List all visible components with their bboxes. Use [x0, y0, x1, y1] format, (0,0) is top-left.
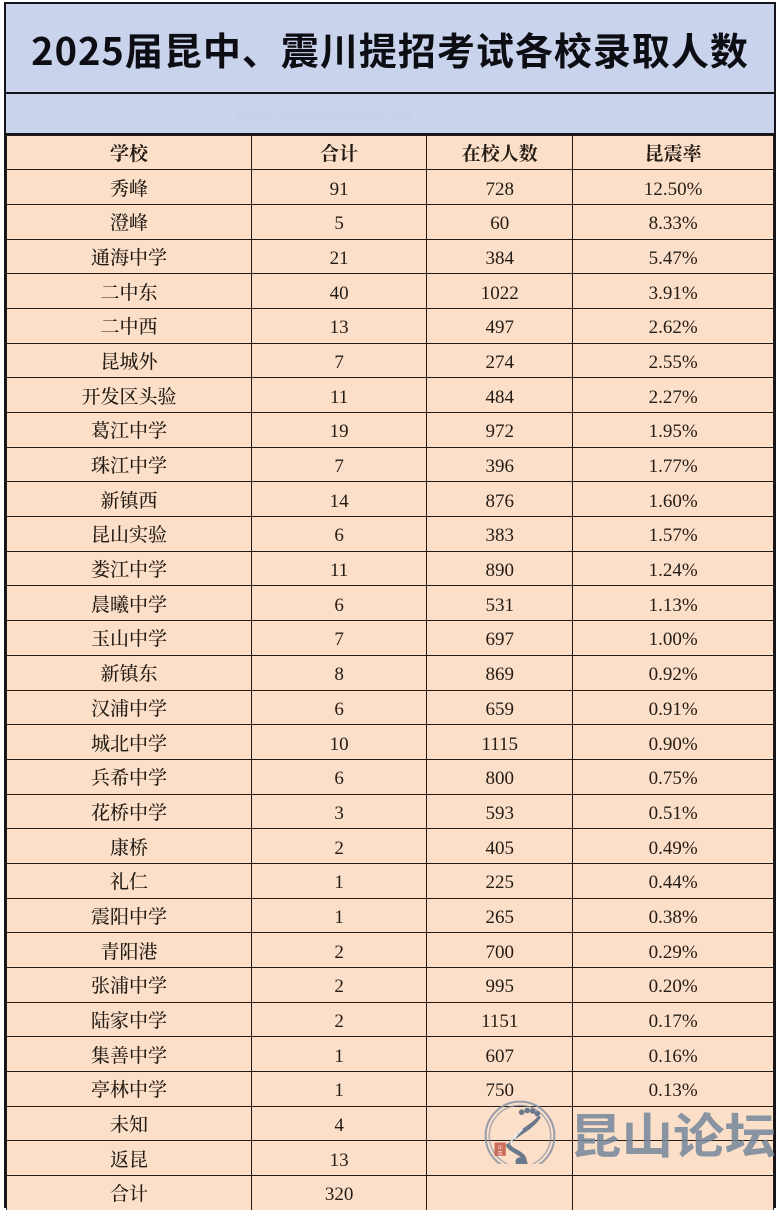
- svg-text:昆中震川提招考试录取名单统计表格: 昆中震川提招考试录取名单统计表格: [236, 108, 412, 123]
